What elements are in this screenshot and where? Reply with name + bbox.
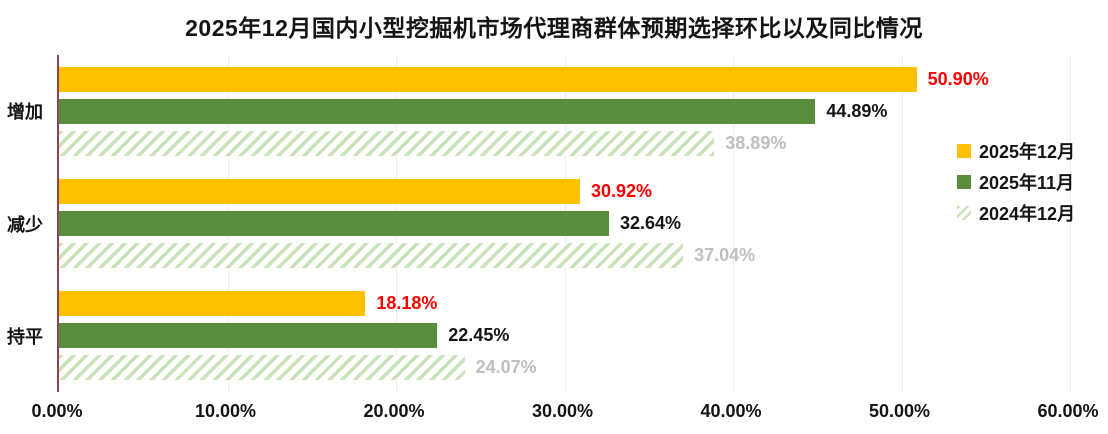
legend-swatch-icon — [957, 205, 971, 220]
bar-series-1 — [59, 291, 366, 317]
bar-series-1 — [59, 178, 580, 204]
bar-value-label: 50.90% — [927, 68, 989, 89]
x-tick-label: 50.00% — [868, 401, 931, 421]
bar-row: 37.04% — [59, 242, 1070, 268]
bar-group-3: 18.18% 22.45% 24.07% — [59, 280, 1070, 392]
bar-row: 24.07% — [59, 355, 1070, 381]
bar-value-label: 32.64% — [619, 212, 682, 233]
category-label: 增加 — [7, 102, 43, 123]
legend-item: 2025年11月 — [957, 166, 1075, 197]
bar-row: 30.92% — [59, 178, 1070, 204]
bar-row: 32.64% — [59, 210, 1070, 236]
bar-row: 38.89% — [59, 130, 1070, 156]
x-tick-label: 30.00% — [531, 401, 594, 421]
category-label: 持平 — [7, 326, 43, 347]
x-tick-label: 10.00% — [194, 401, 257, 421]
legend-label: 2025年12月 — [979, 141, 1076, 162]
bars-layer: 50.90% 44.89% 38.89% 30.92% 32.64% 37.04% 18.1… — [59, 55, 1070, 392]
bar-value-label: 18.18% — [376, 293, 438, 314]
category-axis: 增加 减少 持平 — [0, 55, 57, 392]
chart-title: 2025年12月国内小型挖掘机市场代理商群体预期选择环比以及同比情况 — [185, 15, 923, 41]
bar-value-label: 38.89% — [725, 132, 787, 153]
legend-swatch-icon — [957, 174, 971, 189]
bar-series-2 — [59, 210, 609, 236]
category-label: 减少 — [7, 214, 43, 235]
bar-row: 44.89% — [59, 98, 1070, 124]
legend-label: 2024年12月 — [979, 203, 1076, 224]
bar-row: 18.18% — [59, 291, 1070, 317]
bar-series-3 — [59, 355, 465, 381]
x-tick-label: 40.00% — [700, 401, 762, 421]
bar-group-1: 50.90% 44.89% 38.89% — [59, 55, 1070, 167]
x-axis: 0.00% 10.00% 20.00% 30.00% 40.00% 50.00% 60.00… — [31, 401, 1098, 425]
bar-value-label: 30.92% — [591, 180, 653, 201]
bar-row: 22.45% — [59, 323, 1070, 349]
legend-swatch-icon — [957, 143, 971, 158]
bar-series-2 — [59, 323, 438, 349]
gridline — [1070, 55, 1071, 392]
legend-item: 2025年12月 — [957, 135, 1075, 166]
legend-item: 2024年12月 — [957, 197, 1075, 228]
bar-value-label: 22.45% — [448, 325, 510, 346]
bar-series-3 — [59, 130, 715, 156]
legend: 2025年12月 2025年11月 2024年12月 — [957, 135, 1075, 228]
x-tick-label: 0.00% — [31, 401, 83, 421]
bar-series-3 — [59, 242, 684, 268]
x-tick-label: 20.00% — [363, 401, 425, 421]
bar-series-1 — [59, 66, 917, 92]
gridline — [733, 55, 734, 392]
bar-value-label: 24.07% — [475, 357, 537, 378]
plot-area: 50.90% 44.89% 38.89% 30.92% 32.64% 37.04% 18.1… — [57, 55, 1071, 392]
bar-group-2: 30.92% 32.64% 37.04% — [59, 167, 1070, 279]
gridline — [901, 55, 903, 392]
bar-series-2 — [59, 98, 816, 124]
bar-row: 50.90% — [59, 66, 1070, 92]
bar-value-label: 44.89% — [826, 100, 888, 121]
x-tick-label: 60.00% — [1037, 401, 1099, 421]
bar-value-label: 37.04% — [694, 244, 756, 265]
legend-label: 2025年11月 — [979, 172, 1075, 193]
